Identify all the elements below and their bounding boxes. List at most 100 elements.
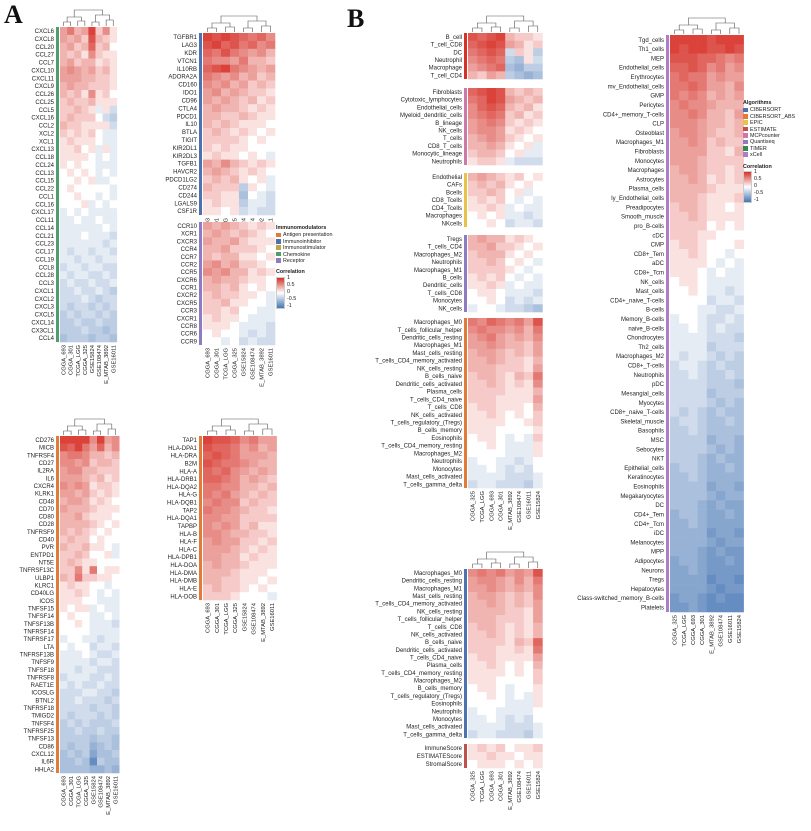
heatmap-cell: [725, 407, 735, 417]
heatmap-cell: [706, 295, 717, 306]
heatmap-cell: [533, 296, 543, 305]
heatmap-cell: [670, 35, 680, 45]
heatmap-cell: [249, 467, 259, 476]
heatmap-cell: [74, 688, 83, 697]
heatmap-cell: [523, 638, 534, 647]
heatmap-cell: [104, 481, 113, 490]
heatmap-cell: [111, 474, 120, 483]
row-label: HLA-DQA1: [167, 516, 198, 522]
row-label: GMP: [650, 94, 664, 100]
heatmap-cell: [74, 310, 82, 319]
annotation-bar: [464, 318, 467, 488]
heatmap-cell: [212, 56, 222, 65]
heatmap-cell: [95, 231, 103, 240]
heatmap-cell: [102, 223, 110, 233]
heatmap-cell: [104, 642, 113, 651]
heatmap-cell: [477, 653, 487, 662]
heatmap-cell: [74, 566, 83, 575]
colorbar-tick: 0: [287, 288, 290, 295]
heatmap-cell: [468, 592, 478, 601]
heatmap-cell: [734, 62, 744, 73]
row-label: CD8_Tcells: [432, 198, 462, 204]
row-label: IDO1: [183, 91, 198, 97]
heatmap-cell: [88, 121, 96, 130]
heatmap-cell: [533, 615, 543, 624]
legend-swatch: [276, 251, 281, 257]
heatmap-cell: [74, 145, 82, 154]
heatmap-cell: [716, 286, 726, 296]
column-label: CGGA_693: [62, 345, 68, 375]
heatmap-cell: [468, 281, 478, 290]
heatmap-cell: [97, 443, 105, 452]
heatmap-cell: [495, 730, 506, 739]
dendrogram-branch: [105, 19, 114, 26]
heatmap-cell: [212, 560, 222, 570]
heatmap-cell: [74, 302, 82, 311]
heatmap-cell: [267, 451, 277, 460]
heatmap-cell: [670, 100, 680, 110]
heatmap-cell: [514, 296, 525, 305]
heatmap-cell: [104, 681, 113, 690]
heatmap-cell: [514, 638, 525, 647]
heatmap-cell: [533, 410, 543, 419]
row-label: NKT: [652, 457, 664, 463]
heatmap-cell: [95, 294, 103, 303]
heatmap-cell: [67, 650, 76, 659]
row-label: CCL21: [35, 234, 54, 240]
heatmap-cell: [734, 472, 744, 483]
heatmap-cell: [688, 174, 698, 185]
heatmap-cell: [67, 66, 75, 75]
heatmap-cell: [82, 458, 90, 467]
colorbar-tick: -1: [754, 196, 759, 203]
heatmap-cell: [212, 135, 222, 145]
heatmap-cell: [111, 711, 120, 720]
heatmap-cell: [67, 481, 76, 490]
heatmap-cell: [74, 263, 82, 272]
heatmap-cell: [514, 480, 525, 489]
heatmap-cell: [74, 239, 82, 248]
legend-item: CIBERSORT_ABS: [743, 114, 795, 120]
heatmap-b4: TregsT_cells_CD4Macrophages_M2Neutrophil…: [414, 235, 543, 312]
heatmap-cell: [706, 528, 717, 538]
heatmap-cell: [109, 82, 118, 91]
heatmap-cell: [523, 714, 534, 723]
row-label: cDC: [652, 233, 664, 239]
heatmap-cell: [257, 88, 267, 97]
legend-label: MCPcounter: [750, 132, 780, 139]
heatmap-cell: [60, 34, 68, 44]
heatmap-cell: [670, 267, 680, 278]
heatmap-cell: [104, 558, 113, 567]
heatmap-cell: [212, 537, 222, 546]
heatmap-cell: [88, 263, 96, 272]
row-label: Macrophages: [628, 168, 664, 174]
heatmap-cell: [533, 584, 543, 593]
heatmap-cell: [97, 566, 105, 575]
heatmap-cell: [523, 235, 534, 243]
heatmap-cell: [468, 403, 478, 412]
row-label: CD244: [178, 193, 197, 199]
heatmap-cell: [679, 118, 689, 129]
heatmap-cell: [239, 545, 250, 554]
heatmap-cell: [486, 364, 497, 373]
heatmap-cell: [477, 56, 487, 64]
heatmap-cell: [74, 719, 83, 728]
row-label: Bcells: [446, 190, 462, 196]
heatmap-cell: [81, 58, 89, 67]
heatmap-cell: [514, 433, 525, 442]
row-label: CCL13: [35, 171, 54, 177]
heatmap-cell: [60, 50, 68, 59]
heatmap-cell: [514, 752, 525, 761]
heatmap-cell: [670, 155, 680, 166]
heatmap-cell: [495, 235, 506, 243]
heatmap-cell: [67, 673, 76, 682]
heatmap-cell: [716, 565, 726, 576]
heatmap-cell: [88, 176, 96, 185]
row-label: IL10: [185, 122, 197, 128]
heatmap-cell: [89, 527, 98, 536]
heatmap-cell: [477, 418, 487, 427]
heatmap-cell: [60, 137, 68, 146]
heatmap-cell: [725, 444, 735, 455]
heatmap-cell: [688, 193, 698, 203]
heatmap-cell: [82, 527, 90, 536]
